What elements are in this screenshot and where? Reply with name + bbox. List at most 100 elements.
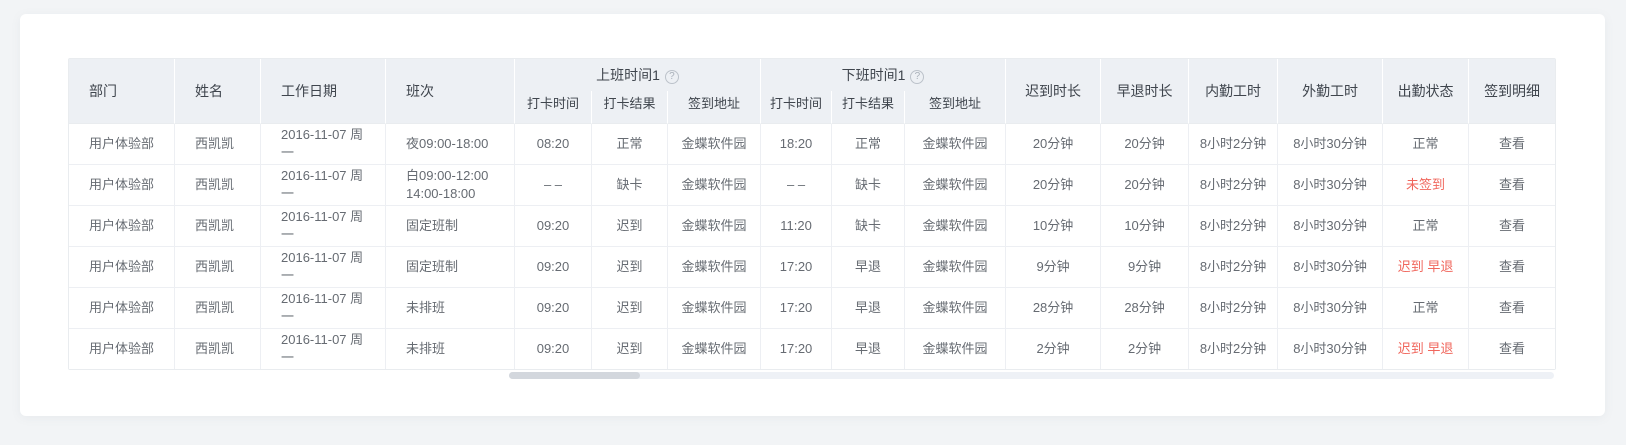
cell-clockout-address: 金蝶软件园 [905, 165, 1007, 206]
cell-clockin-time: 09:20 [515, 288, 592, 329]
cell-attendance-status: 正常 [1383, 288, 1470, 329]
cell-clockout-time: 11:20 [761, 206, 833, 247]
cell-field-hours: 8小时30分钟 [1278, 247, 1384, 288]
header-shift: 班次 [386, 59, 515, 124]
cell-early-leave-duration: 10分钟 [1101, 206, 1190, 247]
cell-work-date: 2016-11-07 周一 [261, 247, 386, 288]
cell-signin-detail: 查看 [1469, 247, 1556, 288]
cell-department: 用户体验部 [69, 165, 175, 206]
cell-clockin-result: 正常 [592, 124, 668, 165]
status-text: 未签到 [1406, 177, 1446, 192]
cell-internal-hours: 8小时2分钟 [1189, 329, 1279, 369]
cell-shift: 夜09:00-18:00 [386, 124, 515, 165]
cell-late-duration: 28分钟 [1006, 288, 1102, 329]
cell-clockin-time: 09:20 [515, 206, 592, 247]
cell-internal-hours: 8小时2分钟 [1189, 247, 1279, 288]
cell-shift: 固定班制 [386, 206, 515, 247]
cell-shift: 固定班制 [386, 247, 515, 288]
cell-work-date: 2016-11-07 周一 [261, 165, 386, 206]
header-field-hours: 外勤工时 [1278, 59, 1384, 124]
cell-clockout-time: 17:20 [761, 329, 833, 369]
cell-field-hours: 8小时30分钟 [1278, 288, 1384, 329]
horizontal-scrollbar-track[interactable] [509, 372, 1554, 379]
table-row: 用户体验部 西凯凯 2016-11-07 周一 夜09:00-18:00 08:20 正常… [69, 124, 1556, 165]
cell-internal-hours: 8小时2分钟 [1189, 206, 1279, 247]
table-row: 用户体验部 西凯凯 2016-11-07 周一 固定班制 09:20 迟到 金蝶软件园 11:… [69, 206, 1556, 247]
view-detail-link[interactable]: 查看 [1499, 177, 1526, 192]
status-text: 正常 [1412, 300, 1439, 315]
header-clockin-result: 打卡结果 [592, 91, 668, 124]
header-attendance-status: 出勤状态 [1383, 59, 1470, 124]
cell-attendance-status: 未签到 [1383, 165, 1470, 206]
cell-early-leave-duration: 20分钟 [1101, 165, 1190, 206]
cell-late-duration: 9分钟 [1006, 247, 1102, 288]
cell-department: 用户体验部 [69, 124, 175, 165]
cell-signin-detail: 查看 [1469, 124, 1556, 165]
cell-name: 西凯凯 [175, 329, 261, 369]
status-text: 迟到 早退 [1397, 259, 1454, 274]
horizontal-scrollbar-thumb[interactable] [509, 372, 640, 379]
cell-shift: 白09:00-12:00 14:00-18:00 [386, 165, 515, 206]
cell-clockout-address: 金蝶软件园 [905, 329, 1007, 369]
cell-clockin-address: 金蝶软件园 [668, 288, 762, 329]
header-late-duration: 迟到时长 [1006, 59, 1102, 124]
view-detail-link[interactable]: 查看 [1499, 341, 1526, 356]
cell-department: 用户体验部 [69, 247, 175, 288]
cell-signin-detail: 查看 [1469, 329, 1556, 369]
cell-shift: 未排班 [386, 288, 515, 329]
clockin-help-icon[interactable]: ? [664, 70, 679, 84]
cell-field-hours: 8小时30分钟 [1278, 329, 1384, 369]
view-detail-link[interactable]: 查看 [1499, 218, 1526, 233]
header-clockin-time: 打卡时间 [515, 91, 592, 124]
cell-attendance-status: 迟到 早退 [1383, 247, 1470, 288]
cell-field-hours: 8小时30分钟 [1278, 206, 1384, 247]
header-department: 部门 [69, 59, 175, 124]
cell-department: 用户体验部 [69, 206, 175, 247]
table-header: 部门 姓名 工作日期 班次 上班时间1? 下班时间1? 迟到时长 早退时长 内勤… [69, 59, 1556, 124]
cell-clockout-time: – – [761, 165, 833, 206]
cell-early-leave-duration: 9分钟 [1101, 247, 1190, 288]
cell-late-duration: 20分钟 [1006, 124, 1102, 165]
cell-attendance-status: 迟到 早退 [1383, 329, 1470, 369]
header-name: 姓名 [175, 59, 261, 124]
view-detail-link[interactable]: 查看 [1499, 300, 1526, 315]
header-clockout-address: 签到地址 [905, 91, 1007, 124]
cell-clockin-time: 09:20 [515, 329, 592, 369]
cell-clockin-result: 迟到 [592, 329, 668, 369]
cell-shift: 未排班 [386, 329, 515, 369]
cell-clockout-address: 金蝶软件园 [905, 288, 1007, 329]
cell-signin-detail: 查看 [1469, 288, 1556, 329]
cell-field-hours: 8小时30分钟 [1278, 165, 1384, 206]
attendance-table: 部门 姓名 工作日期 班次 上班时间1? 下班时间1? 迟到时长 早退时长 内勤… [68, 58, 1556, 370]
cell-clockout-result: 缺卡 [832, 165, 906, 206]
cell-clockout-result: 早退 [832, 288, 906, 329]
cell-work-date: 2016-11-07 周一 [261, 124, 386, 165]
cell-clockin-result: 迟到 [592, 288, 668, 329]
view-detail-link[interactable]: 查看 [1499, 136, 1526, 151]
cell-name: 西凯凯 [175, 124, 261, 165]
cell-work-date: 2016-11-07 周一 [261, 288, 386, 329]
cell-clockin-time: 08:20 [515, 124, 592, 165]
cell-department: 用户体验部 [69, 288, 175, 329]
cell-clockout-result: 早退 [832, 329, 906, 369]
cell-internal-hours: 8小时2分钟 [1189, 124, 1279, 165]
status-text: 迟到 早退 [1397, 341, 1454, 356]
clockout-help-icon[interactable]: ? [910, 70, 925, 84]
cell-signin-detail: 查看 [1469, 206, 1556, 247]
cell-signin-detail: 查看 [1469, 165, 1556, 206]
cell-clockout-result: 正常 [832, 124, 906, 165]
cell-late-duration: 20分钟 [1006, 165, 1102, 206]
header-internal-hours: 内勤工时 [1189, 59, 1279, 124]
table-body: 用户体验部 西凯凯 2016-11-07 周一 夜09:00-18:00 08:20 正常… [69, 124, 1556, 369]
cell-clockout-time: 17:20 [761, 247, 833, 288]
table-row: 用户体验部 西凯凯 2016-11-07 周一 固定班制 09:20 迟到 金蝶软件园 17:… [69, 247, 1556, 288]
cell-clockin-address: 金蝶软件园 [668, 329, 762, 369]
cell-work-date: 2016-11-07 周一 [261, 329, 386, 369]
table-row: 用户体验部 西凯凯 2016-11-07 周一 未排班 09:20 迟到 金蝶软件园 17:2… [69, 288, 1556, 329]
cell-early-leave-duration: 2分钟 [1101, 329, 1190, 369]
header-signin-detail: 签到明细 [1469, 59, 1556, 124]
cell-clockout-result: 早退 [832, 247, 906, 288]
status-text: 正常 [1412, 218, 1439, 233]
view-detail-link[interactable]: 查看 [1499, 259, 1526, 274]
cell-early-leave-duration: 28分钟 [1101, 288, 1190, 329]
